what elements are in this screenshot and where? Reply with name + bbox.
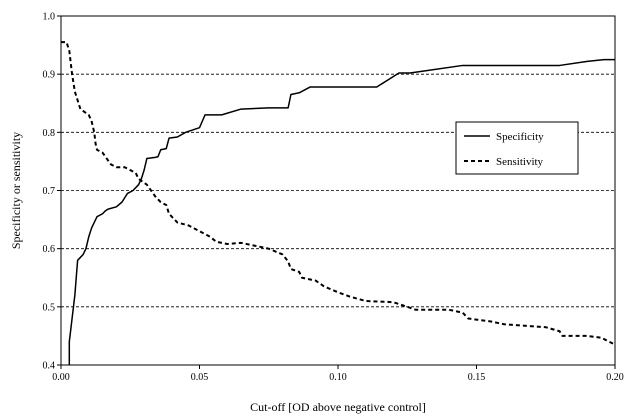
y-tick-label: 1.0	[43, 12, 56, 23]
x-tick-label: 0.05	[191, 372, 209, 383]
y-axis-title: Specificity or sensitivity	[9, 132, 23, 249]
y-tick-label: 0.6	[43, 244, 56, 255]
y-tick-label: 0.4	[43, 361, 56, 372]
y-tick-label: 0.5	[43, 302, 56, 313]
x-tick-label: 0.00	[52, 372, 70, 383]
series-layer	[61, 41, 616, 365]
legend-label-specificity: Specificity	[496, 131, 544, 143]
x-tick-label: 0.20	[606, 372, 624, 383]
y-tick-label: 0.9	[43, 70, 56, 81]
series-line-sensitivity	[61, 41, 616, 346]
legend: Specificity Sensitivity	[455, 121, 579, 175]
legend-label-sensitivity: Sensitivity	[496, 156, 544, 168]
x-axis-ticks: 0.00 0.05 0.10 0.15 0.20	[52, 365, 624, 383]
y-tick-label: 0.7	[43, 186, 56, 197]
y-axis-ticks: 0.4 0.5 0.6 0.7 0.8 0.9 1.0	[43, 12, 61, 372]
x-axis-title: Cut-off [OD above negative control]	[250, 400, 426, 414]
gridlines	[61, 73, 615, 308]
y-tick-label: 0.8	[43, 128, 56, 139]
x-tick-label: 0.15	[468, 372, 486, 383]
legend-box	[455, 121, 579, 175]
x-tick-label: 0.10	[329, 372, 347, 383]
series-line-specificity	[68, 58, 615, 365]
